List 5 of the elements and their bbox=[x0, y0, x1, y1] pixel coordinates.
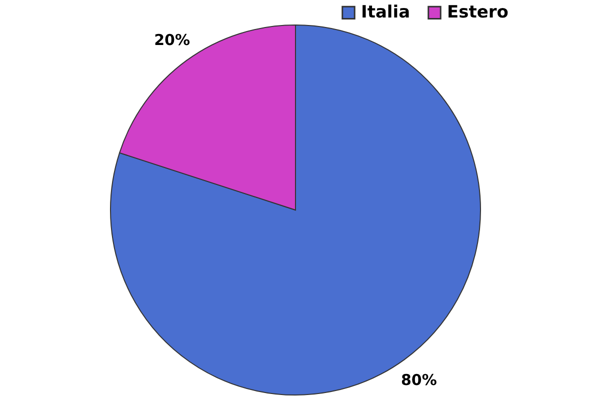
data-label: 80% bbox=[400, 370, 437, 389]
pie-slice bbox=[110, 24, 481, 396]
data-label: 20% bbox=[154, 31, 190, 50]
legend-label: Estero bbox=[447, 2, 508, 23]
legend-label: Italia bbox=[361, 2, 410, 23]
